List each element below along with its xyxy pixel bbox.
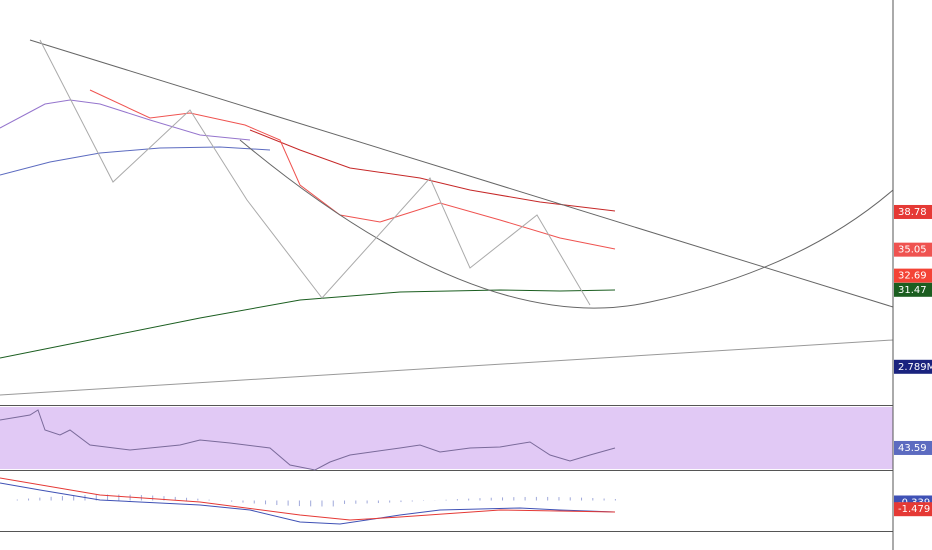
trendline bbox=[0, 339, 894, 396]
value-box: 38.78 bbox=[894, 204, 932, 219]
value-box-bg bbox=[894, 268, 932, 283]
macd-line bbox=[0, 482, 616, 525]
ma-red bbox=[249, 129, 616, 212]
ma-purple bbox=[0, 99, 251, 141]
value-box: 31.47 bbox=[894, 282, 932, 297]
value-box-label: 31.47 bbox=[898, 285, 927, 296]
value-box-bg bbox=[894, 440, 932, 455]
value-box: -1.479 bbox=[894, 502, 932, 517]
axes: 38.7835.0532.6931.472.789M43.59-0.339-1.… bbox=[894, 204, 932, 517]
value-box-bg bbox=[894, 282, 932, 297]
value-box-label: 32.69 bbox=[898, 271, 927, 282]
value-box-bg bbox=[894, 502, 932, 517]
zigzag bbox=[39, 39, 591, 306]
value-box: 35.05 bbox=[894, 242, 932, 257]
value-box-label: 43.59 bbox=[898, 443, 927, 454]
pane-divider bbox=[0, 405, 893, 406]
ma-long bbox=[0, 289, 616, 359]
value-box-label: 2.789M bbox=[898, 362, 932, 373]
value-box: 43.59 bbox=[894, 440, 932, 455]
signal-line bbox=[0, 477, 616, 521]
ma-blue bbox=[0, 146, 271, 176]
value-box-bg bbox=[894, 242, 932, 257]
pane-divider bbox=[0, 470, 893, 471]
trendline-arc bbox=[239, 139, 894, 309]
rsi-band bbox=[0, 406, 893, 470]
rsi-line bbox=[0, 409, 616, 471]
indicators bbox=[0, 39, 894, 396]
ma-red-fast bbox=[89, 89, 616, 250]
value-box-label: 35.05 bbox=[898, 245, 927, 256]
value-box-bg bbox=[894, 359, 932, 374]
value-box: 2.789M bbox=[894, 359, 932, 374]
value-box-label: 38.78 bbox=[898, 207, 927, 218]
pane-divider bbox=[0, 531, 893, 532]
value-box-label: -1.479 bbox=[898, 504, 930, 515]
value-box: 32.69 bbox=[894, 268, 932, 283]
trendline bbox=[29, 39, 894, 308]
value-box-bg bbox=[894, 204, 932, 219]
